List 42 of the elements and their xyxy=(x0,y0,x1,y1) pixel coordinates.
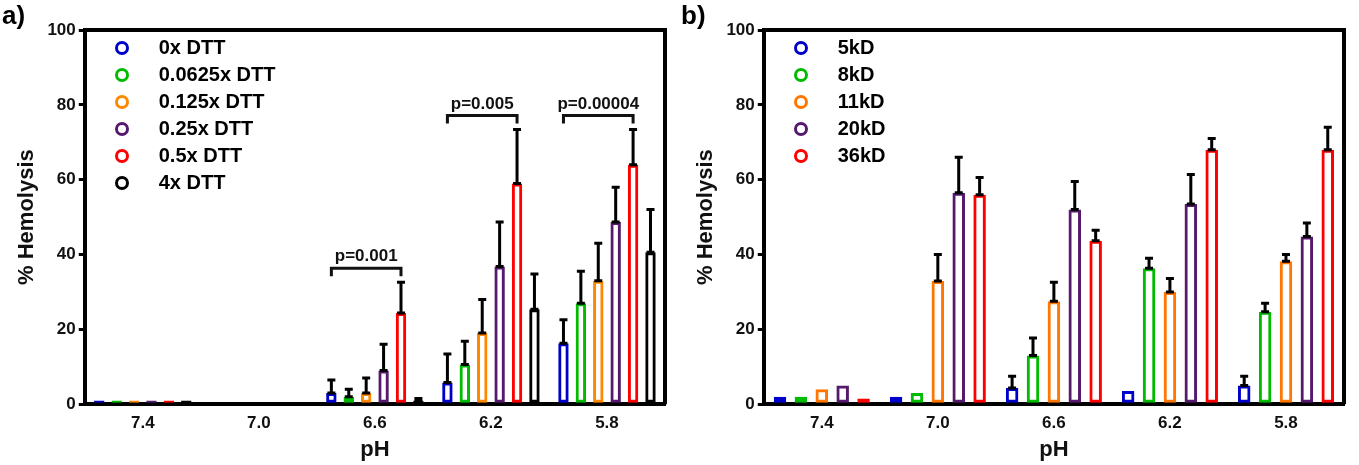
y-axis-title: % Hemolysis xyxy=(692,149,718,285)
annotation: p=0.001 xyxy=(334,246,398,266)
legend-label: 0.0625x DTT xyxy=(158,62,276,87)
legend-label: 5kD xyxy=(837,35,875,60)
x-tick-label: 6.6 xyxy=(1042,413,1066,433)
x-tick-label: 5.8 xyxy=(595,413,619,433)
legend-label: 0x DTT xyxy=(158,35,226,60)
y-tick-label: 40 xyxy=(56,244,76,264)
x-tick-label: 5.8 xyxy=(1274,413,1298,433)
x-tick-label: 6.2 xyxy=(1158,413,1182,433)
y-tick-label: 80 xyxy=(56,94,76,114)
y-tick-label: 100 xyxy=(726,19,755,39)
x-axis-title: pH xyxy=(360,435,390,461)
chart-title: b) xyxy=(681,0,706,31)
y-tick-label: 0 xyxy=(66,393,76,413)
x-axis-title: pH xyxy=(1039,435,1069,461)
x-tick-label: 7.0 xyxy=(247,413,271,433)
y-tick-label: 60 xyxy=(735,169,755,189)
annotation: p=0.005 xyxy=(450,93,514,113)
y-tick-label: 60 xyxy=(56,169,76,189)
chart-title: a) xyxy=(2,0,26,31)
x-tick-label: 7.4 xyxy=(130,413,156,433)
y-tick-label: 0 xyxy=(745,393,755,413)
y-tick-label: 40 xyxy=(735,244,755,264)
y-axis-title: % Hemolysis xyxy=(13,149,39,285)
legend-label: 0.5x DTT xyxy=(158,143,243,168)
x-tick-label: 6.2 xyxy=(479,413,503,433)
legend-label: 0.125x DTT xyxy=(158,89,265,114)
annotation: p=0.00004 xyxy=(557,93,640,113)
x-tick-label: 6.6 xyxy=(363,413,387,433)
y-tick-label: 80 xyxy=(735,94,755,114)
x-tick-label: 7.0 xyxy=(926,413,950,433)
legend-label: 11kD xyxy=(837,89,885,114)
y-tick-label: 20 xyxy=(735,319,755,339)
legend-label: 8kD xyxy=(837,62,875,87)
y-tick-label: 100 xyxy=(47,19,76,39)
legend-label: 0.25x DTT xyxy=(158,116,254,141)
legend-label: 36kD xyxy=(837,143,886,168)
legend-label: 20kD xyxy=(837,116,886,141)
x-tick-label: 7.4 xyxy=(809,413,835,433)
y-tick-label: 20 xyxy=(56,319,76,339)
legend-label: 4x DTT xyxy=(158,170,226,195)
